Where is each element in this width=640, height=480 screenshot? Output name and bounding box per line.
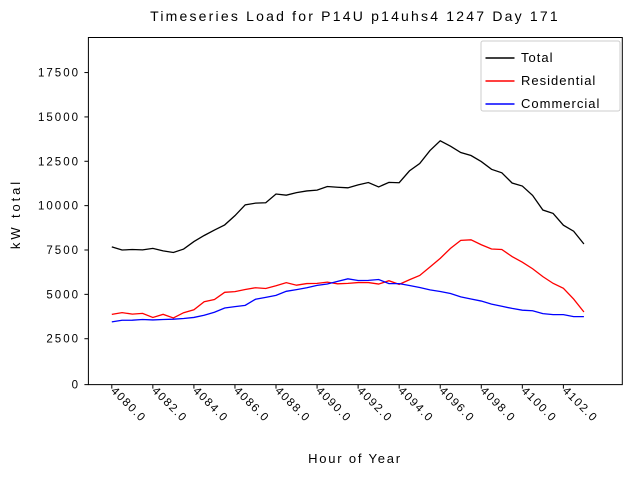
svg-text:10000: 10000	[38, 201, 80, 213]
svg-text:2500: 2500	[46, 334, 80, 346]
svg-text:Timeseries Load for P14U p14uh: Timeseries Load for P14U p14uhs4 1247 Da…	[150, 8, 560, 24]
svg-text:kW total: kW total	[8, 179, 23, 249]
svg-text:0: 0	[72, 380, 80, 392]
svg-text:Total: Total	[521, 50, 553, 65]
svg-text:Hour of Year: Hour of Year	[308, 451, 402, 466]
svg-text:Residential: Residential	[521, 73, 596, 88]
svg-text:5000: 5000	[46, 289, 80, 301]
svg-text:15000: 15000	[38, 112, 80, 124]
svg-text:12500: 12500	[38, 156, 80, 168]
svg-text:7500: 7500	[46, 245, 80, 257]
svg-text:Commercial: Commercial	[521, 96, 600, 111]
svg-text:17500: 17500	[38, 68, 80, 80]
